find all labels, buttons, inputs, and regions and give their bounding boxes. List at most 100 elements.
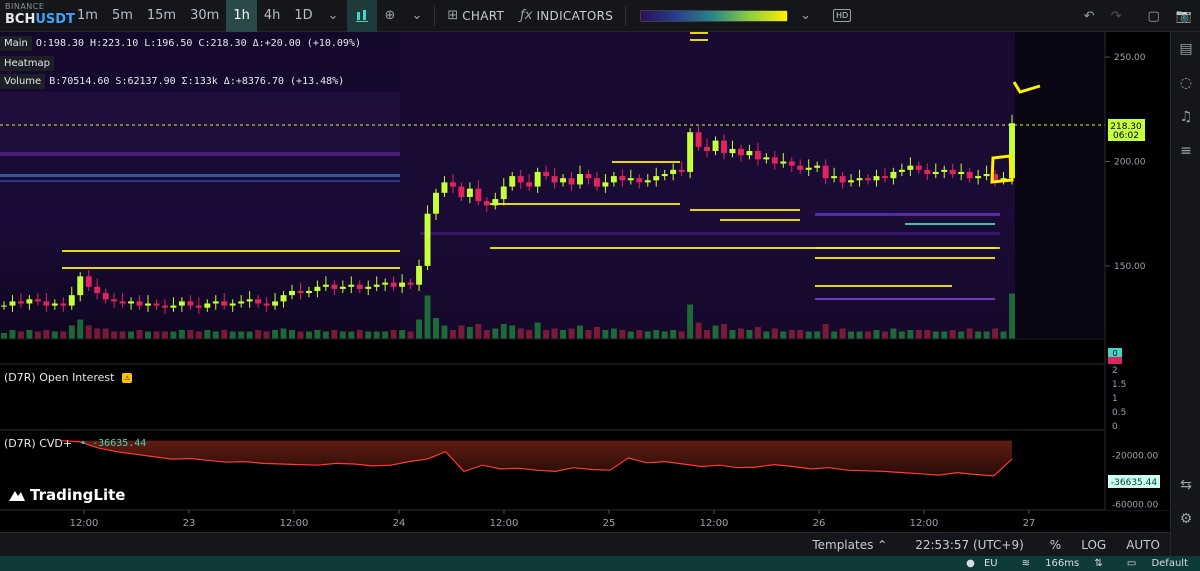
candle-body bbox=[263, 303, 270, 306]
templates-button[interactable]: Templates ⌃ bbox=[802, 538, 897, 552]
heatmap-tag[interactable]: Heatmap bbox=[0, 56, 54, 71]
volume-bar bbox=[865, 331, 871, 339]
layout-icon: ⊞ bbox=[447, 8, 459, 23]
undo-button[interactable]: ↶ bbox=[1076, 0, 1103, 32]
timeframe-4h[interactable]: 4h bbox=[263, 8, 281, 23]
price-axis[interactable] bbox=[1105, 32, 1170, 510]
main-legend: Main O:198.30 H:223.10 L:196.50 C:218.30… bbox=[0, 36, 361, 51]
candle-body bbox=[898, 169, 905, 172]
main-tag[interactable]: Main bbox=[0, 36, 32, 51]
candle-body bbox=[60, 303, 67, 306]
timeframe-5m[interactable]: 5m bbox=[111, 8, 133, 23]
volume-bar bbox=[780, 331, 787, 339]
timeframe-1m[interactable]: 1m bbox=[77, 8, 98, 23]
candle-body bbox=[941, 169, 948, 172]
volume-bar bbox=[339, 331, 346, 339]
sidebar-alerts-button[interactable]: ♫ bbox=[1171, 100, 1200, 134]
sidebar-book-button[interactable]: ▤ bbox=[1171, 32, 1200, 66]
cvd-label[interactable]: (D7R) CVD+ bbox=[4, 437, 73, 450]
screenshot-button[interactable]: 📷 bbox=[1168, 0, 1200, 32]
volume-bar bbox=[289, 330, 295, 339]
profile-indicator[interactable]: ▭ Default bbox=[1121, 558, 1194, 569]
volume-bar bbox=[653, 330, 660, 339]
volume-bar bbox=[407, 331, 414, 339]
candle-body bbox=[212, 301, 219, 304]
volume-bars bbox=[1, 293, 1015, 339]
volume-bar bbox=[77, 319, 84, 339]
cvd-line bbox=[61, 440, 1013, 477]
liquidity-level bbox=[690, 209, 800, 211]
time-tick-label: 12:00 bbox=[910, 518, 939, 529]
candle-body bbox=[924, 169, 931, 175]
volume-bar bbox=[992, 328, 999, 339]
volume-bar bbox=[543, 330, 550, 339]
volume-bar bbox=[399, 330, 406, 339]
candle-type-button[interactable] bbox=[346, 0, 377, 32]
log-toggle[interactable]: LOG bbox=[1081, 537, 1107, 552]
timeframe-30m[interactable]: 30m bbox=[190, 8, 220, 23]
candle-body bbox=[848, 180, 855, 183]
globe-dropdown[interactable]: ⌄ bbox=[403, 0, 430, 32]
volume-bar bbox=[458, 325, 465, 339]
candle-body bbox=[94, 286, 101, 294]
candle-body bbox=[992, 174, 999, 181]
heatmap-gradient-slider[interactable] bbox=[640, 9, 789, 22]
candle-body bbox=[593, 178, 600, 187]
volume-bar bbox=[102, 328, 109, 339]
candle-body bbox=[627, 178, 634, 181]
candle-body bbox=[178, 301, 185, 306]
candle-body bbox=[9, 301, 16, 306]
volume-bar bbox=[610, 328, 617, 339]
volume-bar bbox=[356, 330, 363, 339]
candle-body bbox=[754, 151, 761, 160]
volume-bar bbox=[85, 325, 92, 339]
globe-button[interactable]: ⊕ bbox=[377, 0, 404, 32]
candle-body bbox=[500, 186, 507, 200]
symbol-selector[interactable]: BINANCE BCHUSDT bbox=[0, 0, 75, 32]
candle-body bbox=[314, 286, 321, 291]
timeframe-dropdown[interactable]: ⌄ bbox=[320, 0, 347, 32]
sidebar-trade-button[interactable]: ⇆ bbox=[1171, 468, 1200, 502]
heatmap-band-upper bbox=[0, 92, 400, 152]
current-price-label: 218.30 bbox=[1110, 122, 1142, 132]
volume-tag[interactable]: Volume bbox=[0, 74, 46, 89]
hd-toggle[interactable]: HD bbox=[833, 9, 852, 22]
candle-body bbox=[373, 284, 380, 287]
candle-body bbox=[416, 265, 423, 285]
candle-body bbox=[255, 299, 262, 304]
sidebar-chat-button[interactable]: ◌ bbox=[1171, 66, 1200, 100]
volume-bar bbox=[966, 328, 973, 339]
timeframe-15m[interactable]: 15m bbox=[146, 8, 177, 23]
gradient-dropdown[interactable]: ⌄ bbox=[792, 0, 819, 32]
indicators-button[interactable]: ƒx INDICATORS bbox=[512, 0, 621, 32]
liquidity-level bbox=[490, 247, 1000, 249]
volume-bar bbox=[898, 331, 905, 339]
time-axis[interactable]: 12:00 23 12:00 24 12:00 25 12:00 26 12:00 27 bbox=[70, 510, 1036, 529]
region-indicator[interactable]: ● EU bbox=[966, 558, 998, 569]
redo-button[interactable]: ↷ bbox=[1103, 0, 1130, 32]
volume-bar bbox=[34, 331, 41, 339]
chart-button[interactable]: ⊞ CHART bbox=[439, 0, 512, 32]
volume-bar bbox=[195, 331, 202, 339]
volume-bar bbox=[272, 330, 279, 339]
timeframe-1h[interactable]: 1h bbox=[226, 0, 257, 32]
cvd-value-badge bbox=[1108, 475, 1160, 488]
auto-toggle[interactable]: AUTO bbox=[1126, 537, 1160, 552]
volume-bar bbox=[771, 328, 778, 339]
candle-body bbox=[111, 299, 118, 302]
chevron-down-icon: ⌄ bbox=[800, 8, 812, 23]
timeframe-1D[interactable]: 1D bbox=[294, 8, 313, 23]
candle-body bbox=[305, 290, 312, 294]
chart-area[interactable]: 250.00 200.00 150.00 218.30 06:02 0 2 1.5 1 0… bbox=[0, 32, 1170, 532]
oi-label[interactable]: (D7R) Open Interest bbox=[4, 371, 115, 384]
oi-tick-label: 1 bbox=[1112, 394, 1118, 404]
sidebar-settings-button[interactable]: ⚙ bbox=[1171, 502, 1200, 536]
volume-bar bbox=[678, 331, 685, 339]
sidebar-news-button[interactable]: ≡ bbox=[1171, 134, 1200, 168]
divider bbox=[625, 5, 627, 26]
candle-body bbox=[949, 169, 956, 175]
liquidity-level bbox=[720, 219, 800, 221]
fullscreen-button[interactable]: ▢ bbox=[1140, 0, 1168, 32]
volume-badge bbox=[1108, 357, 1122, 364]
percent-toggle[interactable]: % bbox=[1049, 537, 1062, 552]
